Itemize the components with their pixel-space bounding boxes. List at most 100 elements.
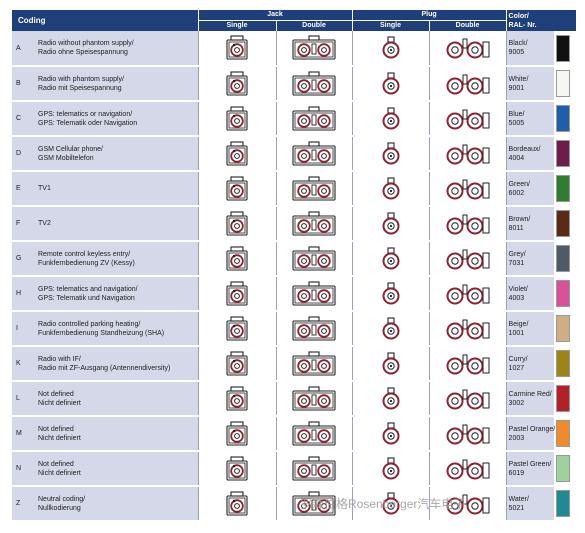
ral-number: 6019 [508,469,525,477]
coding-description: Radio without phantom supply/Radio ohne … [36,31,199,67]
jack-single-cell [197,241,277,277]
plug-header: Plug [352,10,507,21]
jack-single-connector-icon [224,351,250,377]
swatch-cell [554,136,577,172]
jack-double-cell [275,451,353,487]
ral-cell: Blue/5005 [505,101,555,137]
description-de: GPS: Telematik oder Navigation [38,119,138,127]
coding-description: Neutral coding/Nullkodierung [36,486,199,522]
color-name: Bordeaux/ [508,145,541,153]
plug-double-header: Double [429,20,507,31]
plug-double-connector-icon [445,317,491,341]
description-en: Not defined [38,425,74,433]
coding-description: GPS: telematics or navigation/GPS: Telem… [36,101,199,137]
ral-number: 4003 [508,294,525,302]
jack-single-connector-icon [224,386,250,412]
description-en: Not defined [38,390,74,398]
description-en: TV2 [38,220,51,227]
plug-single-cell [351,276,430,312]
color-name: Curry/ [508,355,528,363]
jack-header: Jack [198,10,353,21]
jack-double-connector-icon [291,176,337,202]
color-swatch [556,385,571,412]
ral-cell: Grey/7031 [505,241,555,277]
plug-double-connector-icon [445,282,491,306]
plug-double-cell [428,381,507,417]
description-de: Nicht definiert [38,469,81,477]
jack-double-cell [275,171,353,207]
ral-cell: Carmine Red/3002 [505,381,555,417]
plug-double-connector-icon [445,142,491,166]
description-en: GSM Cellular phone/ [38,145,103,153]
color-swatch [556,245,571,272]
plug-double-connector-icon [445,177,491,201]
coding-letter: B [12,66,36,102]
plug-double-connector-icon [445,247,491,271]
plug-double-cell [428,101,507,137]
jack-double-cell [275,101,353,137]
plug-double-cell [428,451,507,487]
jack-single-connector-icon [224,211,250,237]
table-body: A Radio without phantom supply/Radio ohne… [12,31,577,522]
plug-double-cell [428,241,507,277]
jack-double-connector-icon [291,246,337,272]
plug-single-cell [351,451,430,487]
jack-single-connector-icon [224,316,250,342]
plug-double-cell [428,276,507,312]
description-de: Nicht definiert [38,434,81,442]
coding-letter: D [12,136,36,172]
description-en: Radio with phantom supply/ [38,75,124,83]
plug-double-cell [428,486,507,522]
ral-cell: Curry/1027 [505,346,555,382]
color-swatch [556,315,571,342]
plug-double-connector-icon [445,72,491,96]
jack-double-connector-icon [291,71,337,97]
jack-double-cell [275,66,353,102]
plug-double-connector-icon [445,457,491,481]
plug-single-connector-icon [380,457,402,481]
color-name: Grey/ [508,250,526,258]
jack-double-connector-icon [291,421,337,447]
plug-single-connector-icon [380,72,402,96]
plug-double-cell [428,416,507,452]
jack-single-cell [197,31,277,67]
swatch-cell [554,101,577,137]
plug-single-connector-icon [380,317,402,341]
ral-cell: Violet/4003 [505,276,555,312]
swatch-cell [554,346,577,382]
header-row-top: Coding Jack Plug Color/ RAL- Nr. [12,10,577,31]
plug-single-cell [351,241,430,277]
plug-double-cell [428,66,507,102]
jack-single-cell [197,276,277,312]
plug-single-connector-icon [380,247,402,271]
plug-single-cell [351,311,430,347]
jack-double-cell [275,486,353,522]
ral-cell: Bordeaux/4004 [505,136,555,172]
plug-single-header: Single [352,20,430,31]
plug-double-connector-icon [445,212,491,236]
description-de: Radio mit ZF-Ausgang (Antennendiversity) [38,364,171,372]
jack-double-connector-icon [291,106,337,132]
color-name: White/ [508,75,529,83]
ral-cell: White/9001 [505,66,555,102]
plug-single-cell [351,346,430,382]
description-de: Radio ohne Speisespannung [38,49,128,56]
plug-single-connector-icon [380,387,402,411]
plug-single-cell [351,381,430,417]
swatch-cell [554,241,577,277]
jack-single-cell [197,416,277,452]
color-name: Carmine Red/ [508,390,552,398]
jack-double-connector-icon [291,386,337,412]
jack-single-connector-icon [224,35,250,61]
jack-single-header: Single [198,20,277,31]
jack-double-cell [275,381,353,417]
description-de: Funkfernbedienung ZV (Kessy) [38,259,135,267]
swatch-cell [554,416,577,452]
plug-double-cell [428,136,507,172]
ral-number: 6002 [508,189,525,197]
color-name: Green/ [508,180,530,188]
description-en: GPS: telematics or navigation/ [38,110,133,118]
swatch-cell [554,486,577,522]
coding-header: Coding [12,10,199,31]
coding-letter: E [12,171,36,207]
